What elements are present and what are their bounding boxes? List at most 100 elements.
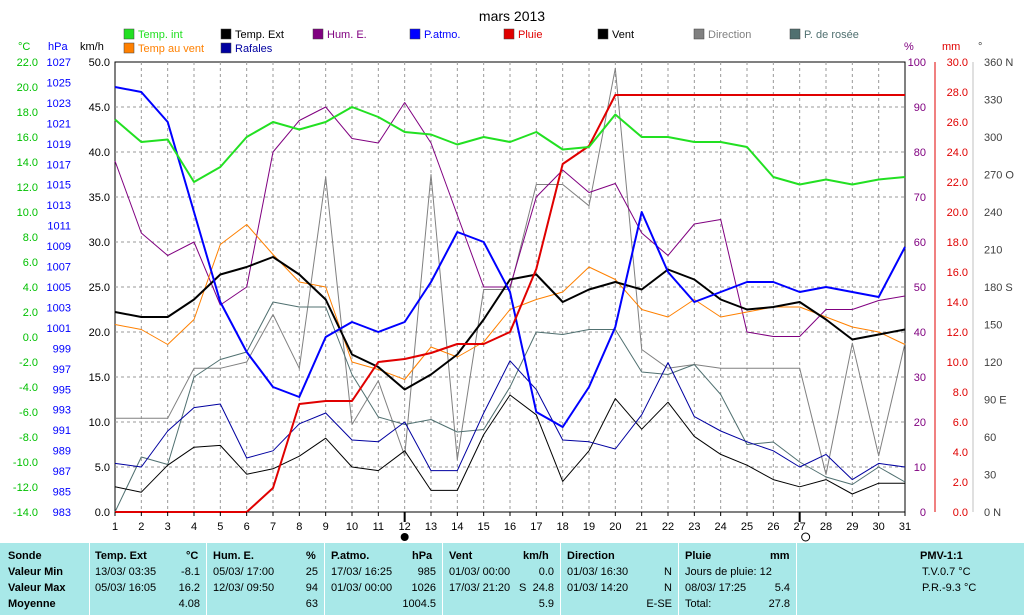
legend-label: P.atmo.	[424, 29, 461, 41]
hpa-tick-label: 1007	[47, 262, 71, 274]
vent-max-date: 17/03/ 21:20	[449, 582, 511, 594]
x-tick-label: 31	[899, 521, 911, 533]
x-tick-label: 30	[873, 521, 885, 533]
column-divider	[89, 543, 90, 615]
legend-swatch	[503, 28, 515, 40]
celsius-tick-label: -4.0	[19, 382, 38, 394]
legend-label: Rafales	[235, 43, 273, 55]
celsius-tick-label: 0.0	[23, 332, 38, 344]
kmh-tick-label: 20.0	[89, 327, 110, 339]
hpa-tick-label: 1017	[47, 159, 71, 171]
hum-min-date: 05/03/ 17:00	[213, 566, 275, 578]
percent-tick-label: 60	[914, 237, 926, 249]
temp-ext-header: Temp. Ext	[95, 550, 147, 562]
column-divider	[206, 543, 207, 615]
hpa-tick-label: 1019	[47, 139, 71, 151]
hpa-tick-label: 1001	[47, 323, 71, 335]
hpa-tick-label: 1015	[47, 180, 71, 192]
x-tick-label: 1	[112, 521, 118, 533]
degree-tick-label: 270 O	[984, 170, 1014, 182]
series-line-temp-ext	[114, 256, 906, 391]
mm-tick-label: 16.0	[947, 267, 968, 279]
hpa-tick-label: 999	[53, 343, 71, 355]
celsius-tick-label: 4.0	[23, 282, 38, 294]
x-tick-label: 26	[767, 521, 779, 533]
legend-swatch	[693, 28, 705, 40]
x-tick-label: 18	[557, 521, 569, 533]
vent-max-value: 24.8	[532, 582, 554, 594]
direction-average: E-SE	[646, 598, 672, 610]
degree-tick-label: 330	[984, 95, 1002, 107]
x-tick-label: 3	[165, 521, 171, 533]
celsius-tick-label: -14.0	[13, 507, 38, 519]
legend-swatch	[409, 28, 421, 40]
x-tick-label: 23	[688, 521, 700, 533]
x-tick-label: 9	[323, 521, 329, 533]
degree-tick-label: 210	[984, 245, 1002, 257]
hum-average: 63	[305, 598, 318, 610]
kmh-tick-label: 5.0	[95, 462, 110, 474]
celsius-tick-label: -10.0	[13, 457, 38, 469]
celsius-tick-label: 8.0	[23, 232, 38, 244]
x-tick-label: 10	[346, 521, 358, 533]
hpa-tick-label: 1021	[47, 118, 71, 130]
row-label-sonde: Sonde	[8, 550, 42, 562]
x-tick-label: 14	[451, 521, 463, 533]
weather-chart: mars 2013 Temp. int Temp. Ext Hum. E. P.atm…	[13, 8, 1014, 542]
x-tick-label: 16	[504, 521, 516, 533]
percent-tick-label: 0	[920, 507, 926, 519]
series-line-direction	[115, 67, 906, 475]
x-tick-label: 2	[138, 521, 144, 533]
celsius-tick-label: 18.0	[17, 107, 38, 119]
hum-max-value: 94	[305, 582, 318, 594]
direction-min-date: 01/03/ 16:30	[567, 566, 629, 578]
mm-tick-label: 4.0	[953, 447, 968, 459]
percent-tick-label: 40	[914, 327, 926, 339]
celsius-tick-label: -6.0	[19, 407, 38, 419]
hpa-tick-label: 991	[53, 425, 71, 437]
x-tick-label: 17	[530, 521, 542, 533]
hpa-tick-label: 1013	[47, 200, 71, 212]
vent-average: 5.9	[538, 598, 554, 610]
kmh-tick-label: 50.0	[89, 57, 110, 69]
row-label-avg: Moyenne	[8, 598, 56, 610]
legend-label: Direction	[708, 29, 751, 41]
kmh-unit-label: km/h	[80, 41, 104, 53]
row-label-min: Valeur Min	[8, 566, 64, 578]
hpa-tick-label: 987	[53, 466, 71, 478]
legend-swatch	[220, 28, 232, 40]
legend-label: P. de rosée	[804, 29, 859, 41]
hpa-unit-label: hPa	[48, 41, 68, 53]
mm-tick-label: 14.0	[947, 297, 968, 309]
column-divider	[560, 543, 561, 615]
patmo-header: P.atmo.	[331, 550, 370, 562]
temp-ext-max-value: 16.2	[178, 582, 200, 594]
direction-header: Direction	[567, 550, 615, 562]
mm-tick-label: 8.0	[953, 387, 968, 399]
column-divider	[324, 543, 325, 615]
x-tick-label: 22	[662, 521, 674, 533]
x-tick-label: 13	[425, 521, 437, 533]
x-tick-label: 12	[399, 521, 411, 533]
celsius-tick-label: 10.0	[17, 207, 38, 219]
hpa-tick-label: 1009	[47, 241, 71, 253]
hpa-tick-label: 1025	[47, 77, 71, 89]
column-divider	[678, 543, 679, 615]
kmh-tick-label: 0.0	[95, 507, 110, 519]
series-line-temp-int	[114, 106, 906, 186]
hpa-tick-label: 1003	[47, 302, 71, 314]
hpa-tick-label: 995	[53, 384, 71, 396]
celsius-tick-label: 14.0	[17, 157, 38, 169]
kmh-tick-label: 15.0	[89, 372, 110, 384]
patmo-min-date: 17/03/ 16:25	[331, 566, 393, 578]
x-axis: 1 2 3 4 5 6 7 8 9 10 11 12 13 14 15 16 17 18 19 20 21 22 23 24 2…	[112, 512, 911, 542]
row-label-max: Valeur Max	[8, 582, 66, 594]
percent-tick-label: 80	[914, 147, 926, 159]
hpa-tick-label: 993	[53, 405, 71, 417]
patmo-min-value: 985	[417, 566, 436, 578]
temp-ext-min-date: 13/03/ 03:35	[95, 566, 157, 578]
celsius-tick-label: 12.0	[17, 182, 38, 194]
hum-max-date: 12/03/ 09:50	[213, 582, 275, 594]
mm-tick-label: 10.0	[947, 357, 968, 369]
legend-label: Hum. E.	[327, 29, 367, 41]
